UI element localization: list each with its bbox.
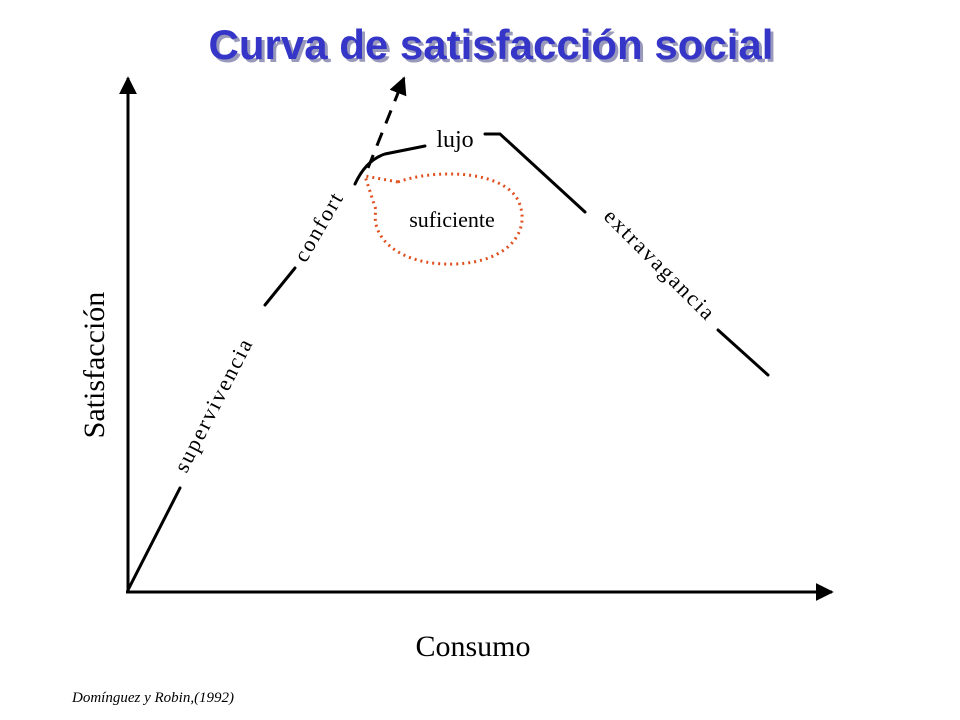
label-confort: confort [288,186,348,266]
curve-segment [263,266,297,307]
label-supervivencia: supervivencia [169,333,259,476]
source: Domínguez y Robin,(1992) [71,690,234,706]
curve-segment [126,486,182,592]
curve-segment [483,132,587,214]
curve-segment [353,144,427,186]
label-extravagancia: extravagancia [599,203,721,325]
label-lujo: lujo [436,127,473,153]
curve-segment [716,328,770,377]
title-shadow: Curva de satisfacción social [212,24,777,71]
dashed-growth [366,76,407,169]
title: Curva de satisfacción social [209,21,774,68]
x-axis-label: Consumo [415,630,530,663]
callout-text: suficiente [409,207,495,232]
y-axis-label: Satisfacción [78,292,111,439]
